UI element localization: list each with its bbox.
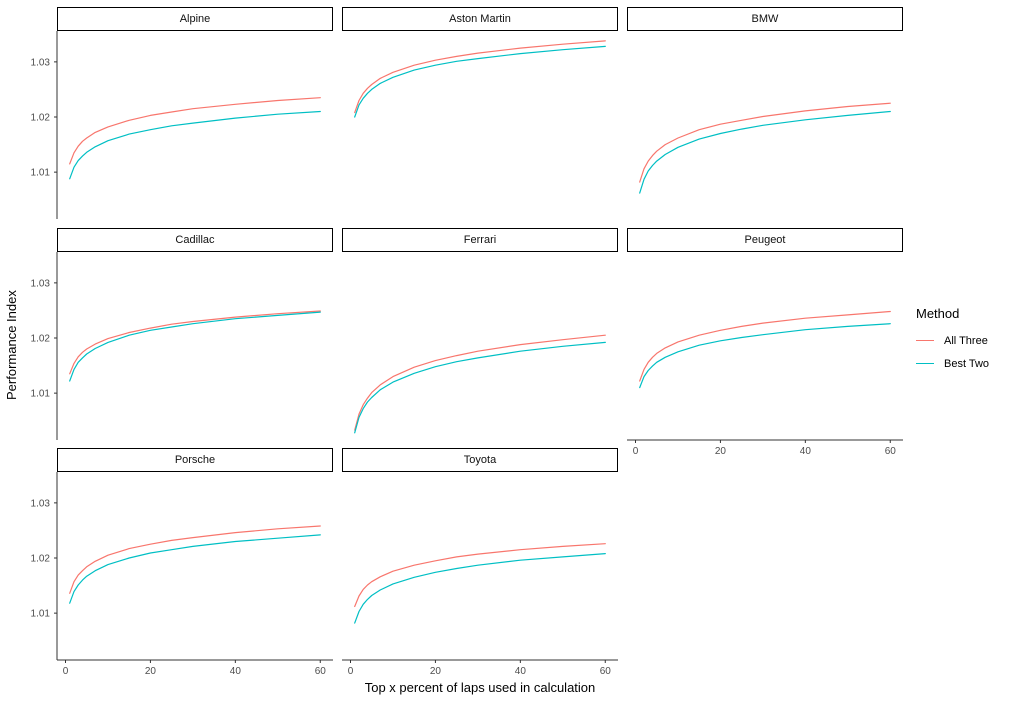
line-alpine-all-three bbox=[69, 97, 321, 165]
legend-label: All Three bbox=[944, 334, 988, 347]
legend-item-all-three: All Three bbox=[916, 329, 989, 352]
x-tick-label: 20 bbox=[145, 666, 157, 677]
facet-panel-aston-martin bbox=[354, 40, 606, 118]
facet-strip-bmw: BMW bbox=[627, 7, 903, 31]
facet-title: BMW bbox=[751, 13, 779, 25]
line-cadillac-best-two bbox=[69, 311, 321, 382]
line-toyota-best-two bbox=[354, 553, 606, 624]
legend-title: Method bbox=[916, 306, 960, 321]
facet-strip-aston-martin: Aston Martin bbox=[342, 7, 618, 31]
facet-panel-ferrari bbox=[354, 334, 606, 434]
facet-panel-alpine bbox=[69, 97, 321, 180]
x-tick-label: 0 bbox=[633, 446, 639, 457]
facet-strip-peugeot: Peugeot bbox=[627, 228, 903, 252]
facet-title: Alpine bbox=[179, 13, 211, 25]
facet-title: Aston Martin bbox=[449, 13, 511, 25]
x-tick-label: 60 bbox=[600, 666, 612, 677]
legend-items: All Three Best Two bbox=[916, 329, 989, 375]
y-tick-label: 1.03 bbox=[31, 57, 51, 68]
facet-panel-cadillac bbox=[69, 310, 321, 382]
line-cadillac-all-three bbox=[69, 310, 321, 375]
facet-title: Porsche bbox=[174, 454, 216, 466]
line-ferrari-all-three bbox=[354, 334, 606, 431]
y-tick-label: 1.03 bbox=[31, 498, 51, 509]
legend-label: Best Two bbox=[944, 357, 990, 370]
x-tick-label: 40 bbox=[515, 666, 527, 677]
facet-panel-bmw bbox=[639, 102, 891, 194]
line-porsche-all-three bbox=[69, 525, 321, 594]
facet-panel-porsche bbox=[69, 525, 321, 604]
y-axis-title: Performance Index bbox=[4, 290, 19, 400]
x-tick-label: 40 bbox=[230, 666, 242, 677]
x-axis-title: Top x percent of laps used in calculatio… bbox=[364, 680, 596, 695]
facet-title: Peugeot bbox=[744, 234, 786, 246]
line-alpine-best-two bbox=[69, 110, 321, 180]
facet-title: Toyota bbox=[463, 454, 497, 466]
line-porsche-best-two bbox=[69, 534, 321, 604]
y-tick-label: 1.01 bbox=[31, 168, 51, 179]
line-aston-martin-best-two bbox=[354, 45, 606, 118]
line-bmw-best-two bbox=[639, 110, 891, 194]
x-tick-label: 40 bbox=[800, 446, 812, 457]
legend-item-best-two: Best Two bbox=[916, 352, 989, 375]
line-aston-martin-all-three bbox=[354, 40, 606, 114]
x-tick-label: 20 bbox=[430, 666, 442, 677]
y-tick-label: 1.02 bbox=[31, 334, 51, 345]
line-peugeot-best-two bbox=[639, 323, 891, 389]
line-toyota-all-three bbox=[354, 543, 606, 608]
x-tick-label: 0 bbox=[348, 666, 354, 677]
y-tick-label: 1.02 bbox=[31, 113, 51, 124]
legend-key-line-all-three bbox=[916, 340, 934, 341]
x-tick-label: 0 bbox=[63, 666, 69, 677]
facet-strip-alpine: Alpine bbox=[57, 7, 333, 31]
x-tick-label: 60 bbox=[885, 446, 897, 457]
line-peugeot-all-three bbox=[639, 310, 891, 382]
x-tick-label: 20 bbox=[715, 446, 727, 457]
facet-strip-cadillac: Cadillac bbox=[57, 228, 333, 252]
facet-strip-porsche: Porsche bbox=[57, 448, 333, 472]
line-ferrari-best-two bbox=[354, 341, 606, 434]
y-tick-label: 1.01 bbox=[31, 389, 51, 400]
line-bmw-all-three bbox=[639, 102, 891, 183]
facet-strip-ferrari: Ferrari bbox=[342, 228, 618, 252]
facet-panel-toyota bbox=[354, 543, 606, 624]
facet-title: Cadillac bbox=[175, 234, 215, 246]
x-tick-label: 60 bbox=[315, 666, 327, 677]
facet-strip-toyota: Toyota bbox=[342, 448, 618, 472]
facet-title: Ferrari bbox=[463, 234, 497, 246]
legend: Method All Three Best Two bbox=[916, 306, 989, 375]
facet-panel-peugeot bbox=[639, 310, 891, 389]
y-tick-label: 1.01 bbox=[31, 609, 51, 620]
legend-key-line-best-two bbox=[916, 363, 934, 364]
y-tick-label: 1.03 bbox=[31, 278, 51, 289]
y-tick-label: 1.02 bbox=[31, 554, 51, 565]
